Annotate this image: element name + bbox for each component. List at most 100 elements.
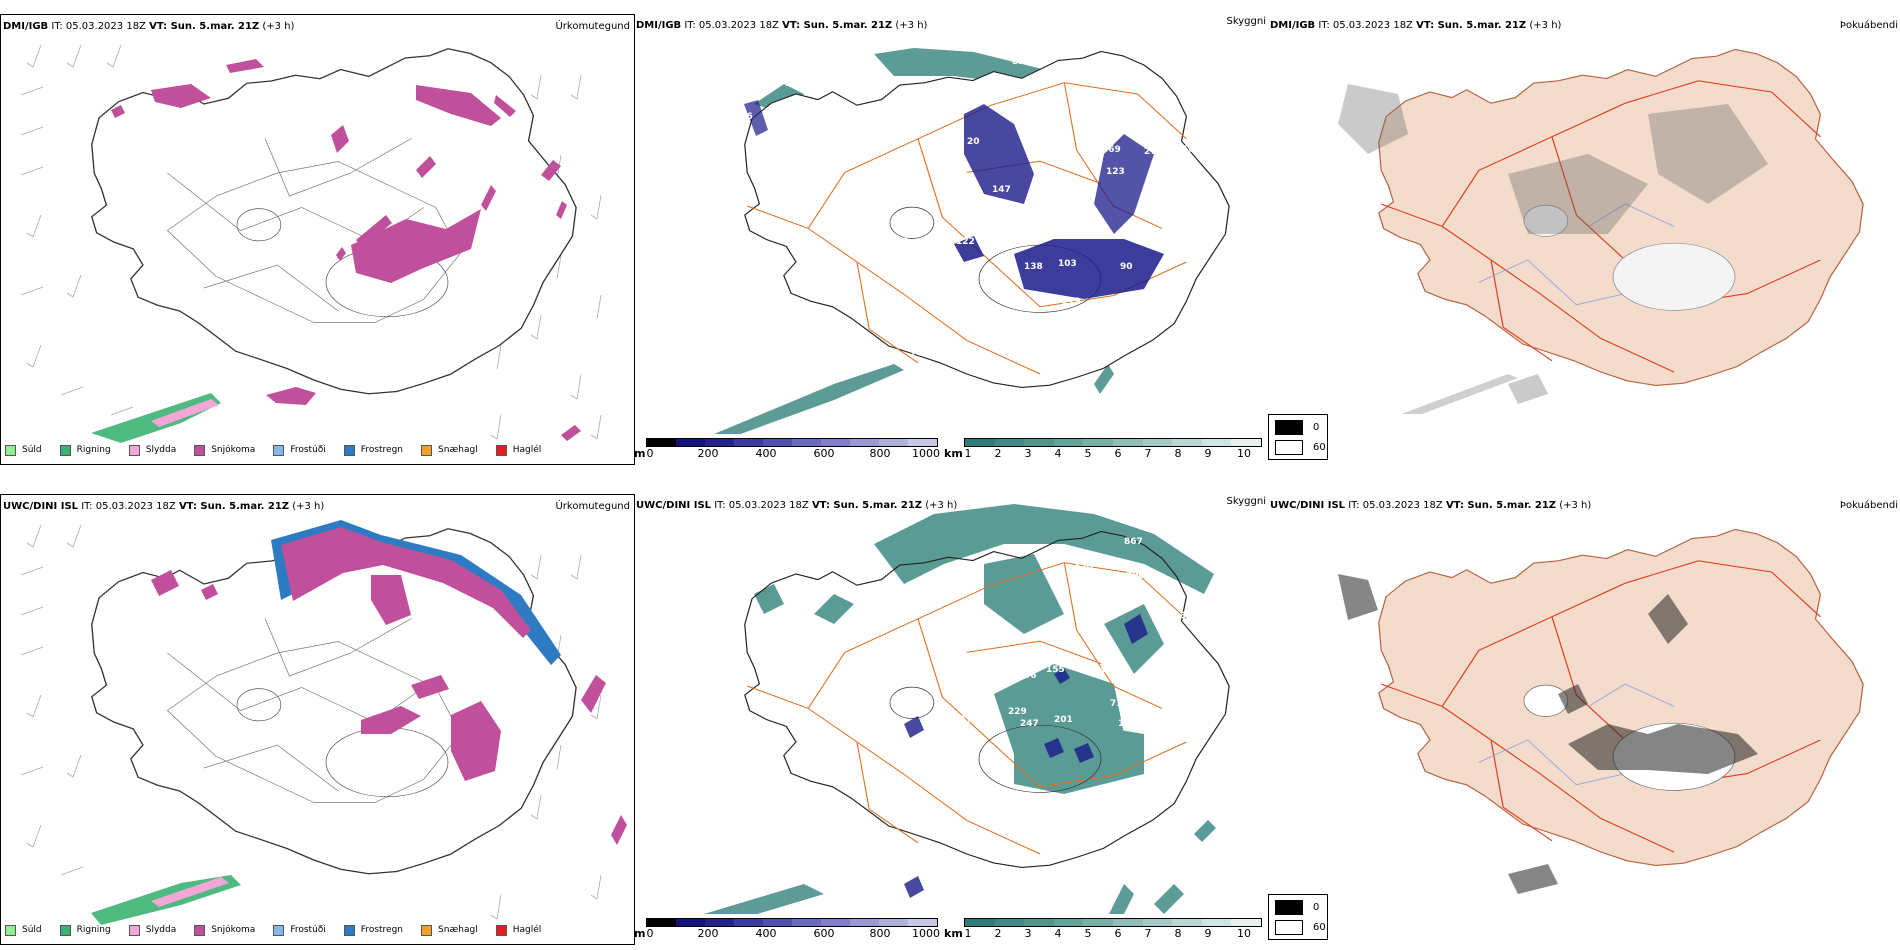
legend-item: Súld xyxy=(5,924,42,936)
panel-header: DMI/IGB IT: 05.03.2023 18Z VT: Sun. 5.ma… xyxy=(636,20,928,31)
legend-swatch xyxy=(5,444,16,456)
svg-text:779: 779 xyxy=(990,229,1009,239)
cbar-seg xyxy=(647,919,676,926)
panel-title: Þokuábendi xyxy=(1839,500,1898,511)
fog-shading xyxy=(1338,84,1768,404)
height-colorbar-bar xyxy=(646,438,938,447)
legend-item: Snæhagl xyxy=(421,444,478,456)
cbar-seg xyxy=(879,919,908,926)
svg-text:825: 825 xyxy=(1012,57,1031,67)
visibility-colorbar-bar xyxy=(964,918,1262,927)
svg-text:869: 869 xyxy=(1102,145,1121,155)
cbar-seg xyxy=(879,439,908,446)
precip-type-panel-dmi: DMI/IGB IT: 05.03.2023 18Z VT: Sun. 5.ma… xyxy=(0,14,635,465)
cbar-seg xyxy=(1083,919,1113,926)
svg-text:21: 21 xyxy=(760,83,773,93)
svg-text:13: 13 xyxy=(918,379,931,389)
svg-text:147: 147 xyxy=(992,185,1011,195)
cbar-unit: m xyxy=(634,927,646,940)
legend-swatch xyxy=(59,444,71,456)
legend-item: Rigning xyxy=(59,924,111,936)
cbar-tick: 1 xyxy=(964,927,972,940)
cloud-legend-item: 0 xyxy=(1275,900,1319,915)
cloud-legend-item: 60 xyxy=(1275,920,1326,935)
iceland-precip-map xyxy=(20,44,602,443)
wind-barbs xyxy=(20,44,602,440)
legend-item: Frostúði xyxy=(273,924,326,936)
fog-streak xyxy=(1401,374,1518,414)
cbar-unit: km xyxy=(944,927,963,940)
svg-text:96: 96 xyxy=(1024,671,1037,681)
panel-header: UWC/DINI ISL IT: 05.03.2023 18Z VT: Sun.… xyxy=(3,501,325,512)
svg-text:122: 122 xyxy=(956,237,975,247)
fog-panel-uwc: UWC/DINI ISL IT: 05.03.2023 18Z VT: Sun.… xyxy=(1268,494,1900,894)
svg-text:420: 420 xyxy=(1074,563,1093,573)
cloud-legend: 0 60 xyxy=(1268,414,1328,460)
cbar-seg xyxy=(1112,919,1143,926)
legend-item: Slydda xyxy=(128,444,176,456)
cbar-seg xyxy=(763,439,792,446)
cbar-seg xyxy=(821,919,850,926)
legend-swatch xyxy=(59,924,71,936)
cbar-tick: 9 xyxy=(1204,927,1212,940)
precip-type-legend: Súld Rigning Slydda Snjókoma Frostúði Fr… xyxy=(5,922,559,938)
cbar-tick: 0 xyxy=(646,927,654,940)
legend-item: Frostúði xyxy=(273,444,326,456)
legend-swatch xyxy=(495,924,507,936)
cbar-tick: 2 xyxy=(994,447,1002,460)
panel-title: Þokuábendi xyxy=(1839,20,1898,31)
cloud-legend: 0 60 xyxy=(1268,894,1328,940)
cbar-seg xyxy=(908,919,937,926)
svg-text:155: 155 xyxy=(1046,665,1065,675)
legend-swatch xyxy=(5,924,16,936)
cbar-tick: 1 xyxy=(964,447,972,460)
iceland-fog-map xyxy=(1338,48,1864,414)
cbar-seg xyxy=(1024,439,1054,446)
iceland-visibility-map: 156 177 21 825 132 102 20 19 147 122 396… xyxy=(714,48,1230,434)
cbar-tick: 2 xyxy=(994,927,1002,940)
legend-item: Slydda xyxy=(128,924,176,936)
cbar-tick: 400 xyxy=(755,447,777,460)
legend-swatch xyxy=(128,444,140,456)
cloud-legend-swatch xyxy=(1275,440,1303,455)
legend-swatch xyxy=(421,924,433,936)
cbar-tick: 10 xyxy=(1237,927,1251,940)
cbar-tick: 200 xyxy=(697,447,719,460)
svg-text:176: 176 xyxy=(940,377,959,387)
cbar-seg xyxy=(792,919,821,926)
fog-panel-dmi: DMI/IGB IT: 05.03.2023 18Z VT: Sun. 5.ma… xyxy=(1268,14,1900,414)
legend-swatch xyxy=(343,924,355,936)
legend-swatch xyxy=(343,444,355,456)
low-visibility-areas xyxy=(704,504,1216,914)
legend-item: Frostregn xyxy=(343,924,403,936)
visibility-colorbar-bar xyxy=(964,438,1262,447)
svg-text:103: 103 xyxy=(1058,259,1077,269)
cbar-tick: 4 xyxy=(1054,447,1062,460)
cbar-seg xyxy=(1053,439,1084,446)
cloud-legend-item: 0 xyxy=(1275,420,1319,435)
legend-item: Haglél xyxy=(495,924,541,936)
cbar-tick: 8 xyxy=(1174,447,1182,460)
legend-item: Frostregn xyxy=(343,444,403,456)
cbar-tick: 600 xyxy=(813,927,835,940)
svg-text:306: 306 xyxy=(1126,571,1145,581)
cbar-seg xyxy=(994,439,1025,446)
cbar-seg xyxy=(965,919,995,926)
cbar-tick: 6 xyxy=(1114,927,1122,940)
legend-swatch xyxy=(273,444,285,456)
svg-text:70: 70 xyxy=(896,237,909,247)
fog-shading xyxy=(1338,574,1758,894)
cbar-tick: 1000 xyxy=(912,447,940,460)
cbar-seg xyxy=(705,439,734,446)
rain-area xyxy=(91,393,221,443)
iceland-visibility-map: 867 420 202 306 155 366 96 138 247 229 2… xyxy=(704,504,1230,914)
legend-item: Súld xyxy=(5,444,42,456)
legend-item: Snæhagl xyxy=(421,924,478,936)
svg-text:177: 177 xyxy=(772,79,791,89)
cbar-tick: 4 xyxy=(1054,927,1062,940)
cbar-tick: 600 xyxy=(813,447,835,460)
svg-text:33: 33 xyxy=(1174,733,1187,743)
svg-text:132: 132 xyxy=(1082,72,1101,82)
cbar-tick: 1000 xyxy=(912,927,940,940)
svg-text:247: 247 xyxy=(1020,719,1039,729)
